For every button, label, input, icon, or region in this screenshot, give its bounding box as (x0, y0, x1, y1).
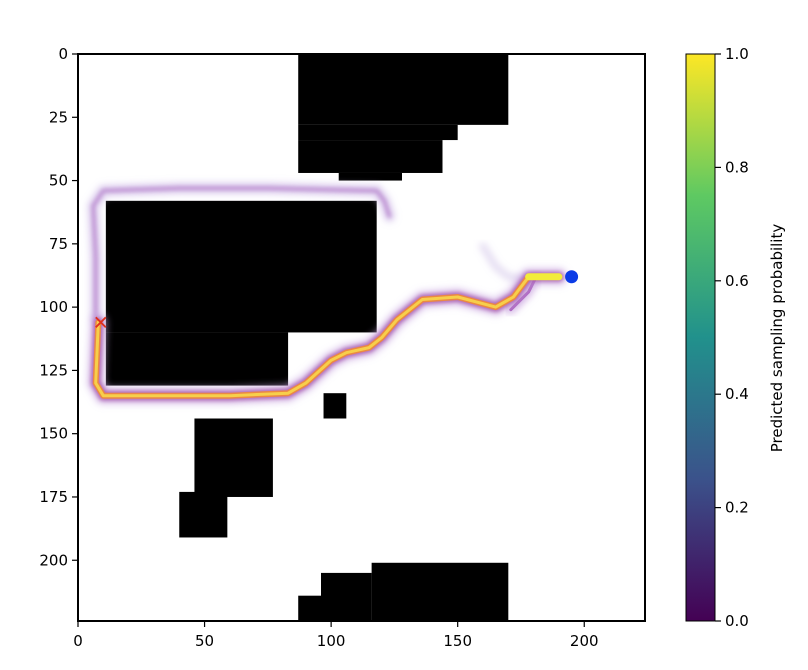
y-tick-label: 175 (39, 488, 68, 506)
colorbar-tick-label: 1.0 (725, 45, 749, 63)
marker-layer (95, 270, 579, 328)
y-tick-label: 150 (39, 425, 68, 443)
main-path-trail (94, 275, 561, 398)
colorbar-tick-label: 0.6 (725, 272, 749, 290)
upper-path-trail (91, 186, 392, 320)
obstacle-block (321, 572, 372, 621)
obstacle-block (298, 595, 321, 621)
obstacle-block (298, 140, 443, 173)
y-tick-label: 75 (49, 235, 68, 253)
colorbar-label: Predicted sampling probability (768, 224, 786, 453)
obstacle-layer (105, 54, 509, 621)
obstacle-block (105, 200, 377, 333)
obstacle-block (194, 418, 273, 459)
plot-frame (77, 53, 646, 622)
probability-path-layer (86, 182, 568, 405)
x-tick-label: 200 (570, 632, 599, 650)
obstacle-block (105, 332, 289, 386)
x-tick-label: 100 (317, 632, 346, 650)
x-tick-label: 150 (443, 632, 472, 650)
obstacle-block (298, 54, 509, 125)
colorbar-tick-label: 0.4 (725, 385, 749, 403)
obstacle-block (371, 562, 509, 621)
start-dot-marker (565, 270, 579, 284)
x-tick-label: 0 (73, 632, 83, 650)
y-tick-label: 100 (39, 298, 68, 316)
y-tick-label: 125 (39, 361, 68, 379)
colorbar-tick-label: 0.8 (725, 158, 749, 176)
y-tick-label: 50 (49, 172, 68, 190)
colorbar-tick-label: 0.2 (725, 499, 749, 517)
y-axis: 0 25 50 75 100 125 150 175 200 (39, 45, 78, 569)
goal-x-marker (95, 316, 107, 328)
colorbar (685, 53, 716, 622)
x-tick-label: 50 (195, 632, 214, 650)
obstacle-block (194, 459, 273, 497)
y-tick-label: 200 (39, 551, 68, 569)
y-tick-label: 0 (58, 45, 68, 63)
obstacle-block (179, 491, 228, 538)
obstacle-block (323, 393, 347, 419)
colorbar-tick-label: 0.0 (725, 612, 749, 630)
x-axis: 0 50 100 150 200 (73, 621, 599, 650)
y-tick-label: 25 (49, 108, 68, 126)
colorbar-ticks: 0.0 0.2 0.4 0.6 0.8 1.0 (715, 45, 749, 630)
obstacle-block (298, 124, 458, 141)
obstacle-block (338, 172, 402, 181)
